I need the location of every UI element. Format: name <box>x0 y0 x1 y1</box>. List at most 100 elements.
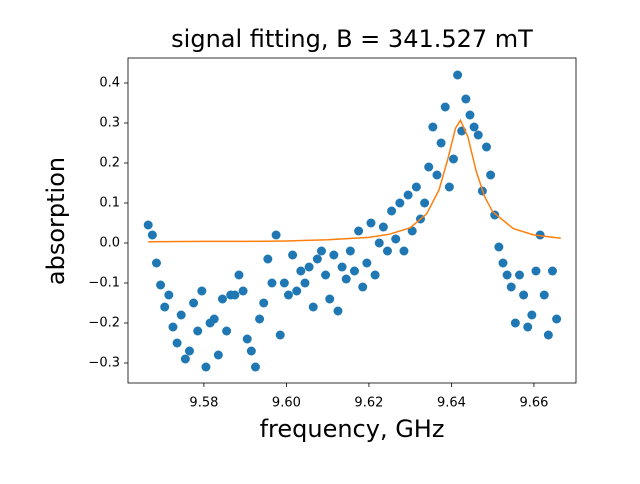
data-point <box>461 94 471 104</box>
data-point <box>506 282 516 292</box>
data-point <box>325 294 335 304</box>
data-point <box>217 294 227 304</box>
data-point <box>213 350 223 360</box>
fit-line <box>148 118 561 243</box>
y-tick-label: −0.1 <box>88 276 120 291</box>
data-point <box>267 278 277 288</box>
plot-frame <box>127 57 577 384</box>
data-point <box>275 330 285 340</box>
data-point <box>271 230 281 240</box>
data-point <box>494 242 504 252</box>
data-point <box>143 220 153 230</box>
x-tick-label: 9.58 <box>189 396 218 411</box>
data-point <box>156 280 166 290</box>
y-tick-label: 0.3 <box>99 116 120 131</box>
y-tick-label: −0.2 <box>88 316 120 331</box>
data-point <box>341 274 351 284</box>
x-tick-label: 9.60 <box>272 396 301 411</box>
data-point <box>473 130 483 140</box>
data-point <box>354 226 364 236</box>
data-point <box>242 334 252 344</box>
data-point <box>490 210 500 220</box>
data-point <box>176 310 186 320</box>
y-tick-label: 0.0 <box>99 236 120 251</box>
x-tick-label: 9.66 <box>519 396 548 411</box>
data-point <box>349 266 359 276</box>
data-point <box>366 218 376 228</box>
x-tick-label: 9.62 <box>354 396 383 411</box>
y-axis-label: absorption <box>42 157 70 285</box>
data-point <box>209 314 219 324</box>
data-point <box>395 198 405 208</box>
data-point <box>502 270 512 280</box>
data-point <box>259 298 269 308</box>
data-point <box>234 270 244 280</box>
data-point <box>358 282 368 292</box>
data-point <box>168 322 178 332</box>
data-point <box>164 290 174 300</box>
data-point <box>180 354 190 364</box>
data-point <box>378 222 388 232</box>
data-point <box>160 302 170 312</box>
data-point <box>312 254 322 264</box>
data-point <box>329 250 339 260</box>
data-point <box>147 230 157 240</box>
data-point <box>288 250 298 260</box>
data-point <box>279 278 289 288</box>
data-point <box>519 290 529 300</box>
data-point <box>411 182 421 192</box>
data-point <box>420 198 430 208</box>
data-point <box>481 142 491 152</box>
data-point <box>424 162 434 172</box>
x-tick-label: 9.64 <box>437 396 466 411</box>
data-point <box>543 330 553 340</box>
data-point <box>300 278 310 288</box>
data-point <box>193 326 203 336</box>
data-point <box>151 258 161 268</box>
data-point <box>486 170 496 180</box>
data-point <box>531 266 541 276</box>
data-point <box>465 110 475 120</box>
y-tick-label: 0.2 <box>99 156 120 171</box>
data-point <box>440 102 450 112</box>
data-point <box>333 306 343 316</box>
data-point <box>523 322 533 332</box>
data-point <box>436 138 446 148</box>
data-point <box>172 338 182 348</box>
data-point <box>246 346 256 356</box>
data-point <box>283 290 293 300</box>
data-point <box>453 70 463 80</box>
data-point <box>292 286 302 296</box>
data-point <box>527 310 537 320</box>
data-point <box>321 270 331 280</box>
data-point <box>238 286 248 296</box>
data-point <box>184 346 194 356</box>
data-point <box>498 258 508 268</box>
data-point <box>510 318 520 328</box>
data-point <box>469 122 479 132</box>
data-point <box>374 238 384 248</box>
data-point <box>552 314 562 324</box>
data-point <box>304 262 314 272</box>
data-point <box>189 298 199 308</box>
data-point <box>316 246 326 256</box>
data-point <box>230 290 240 300</box>
data-point <box>345 246 355 256</box>
data-point <box>514 270 524 280</box>
data-point <box>362 258 372 268</box>
x-axis-label: frequency, GHz <box>260 415 445 443</box>
data-point <box>201 362 211 372</box>
data-point <box>428 122 438 132</box>
data-point <box>337 262 347 272</box>
y-tick-label: 0.4 <box>99 76 120 91</box>
data-point <box>403 190 413 200</box>
data-point <box>407 226 417 236</box>
data-point <box>387 206 397 216</box>
data-point <box>263 254 273 264</box>
data-point <box>370 270 380 280</box>
data-point <box>391 234 401 244</box>
data-point <box>222 326 232 336</box>
y-tick-label: −0.3 <box>88 356 120 371</box>
data-point <box>296 266 306 276</box>
